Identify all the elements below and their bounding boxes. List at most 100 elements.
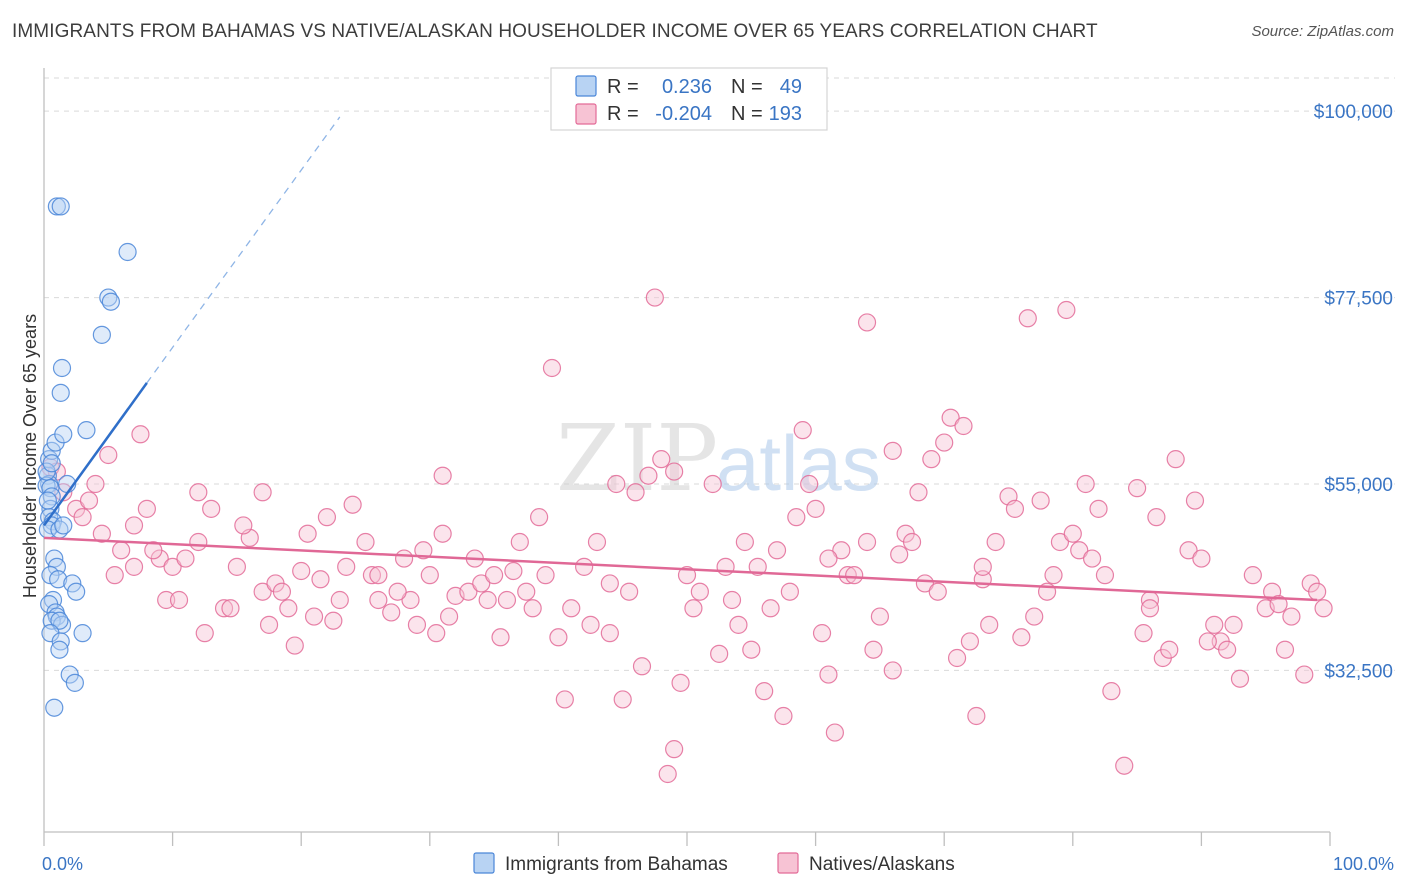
- bahamas-point-37: [51, 383, 70, 402]
- natives-point-186: [169, 590, 189, 610]
- natives-point-175: [973, 557, 992, 576]
- natives-point-55: [517, 582, 536, 601]
- bottom-legend-label-bahamas: Immigrants from Bahamas: [505, 854, 728, 875]
- y-tick-label-0: $100,000: [1314, 102, 1393, 123]
- natives-point-110: [960, 632, 980, 651]
- natives-point-73: [665, 740, 684, 759]
- natives-point-31: [304, 607, 324, 626]
- natives-point-99: [870, 607, 890, 626]
- natives-point-59: [549, 628, 568, 647]
- natives-point-7: [92, 524, 111, 543]
- natives-point-176: [1031, 491, 1050, 510]
- natives-point-100: [883, 661, 902, 680]
- natives-point-71: [652, 450, 671, 469]
- natives-point-24: [253, 582, 272, 601]
- correlation-legend: R = 0.236 N = 49 R = -0.204 N = 193: [550, 67, 828, 131]
- bahamas-point-41: [118, 242, 137, 262]
- natives-point-173: [722, 590, 742, 610]
- bahamas-point-44: [101, 292, 120, 311]
- natives-point-142: [1230, 669, 1250, 688]
- y-tick-label-2: $55,000: [1324, 475, 1393, 496]
- natives-point-190: [433, 466, 452, 485]
- natives-point-42: [401, 590, 420, 610]
- bahamas-point-26: [73, 624, 92, 643]
- natives-point-25: [259, 615, 279, 634]
- natives-point-29: [285, 636, 304, 655]
- bahamas-point-35: [54, 425, 73, 444]
- natives-point-6: [86, 474, 105, 494]
- trend-lines: [42, 116, 1318, 602]
- bahamas-point-15: [49, 570, 68, 589]
- natives-point-116: [1005, 499, 1025, 518]
- natives-point-169: [414, 541, 433, 560]
- natives-point-136: [1179, 541, 1198, 560]
- natives-point-47: [439, 607, 459, 626]
- natives-point-108: [941, 408, 960, 427]
- natives-point-91: [812, 624, 832, 643]
- natives-point-118: [1025, 607, 1044, 626]
- bahamas-point-36: [77, 421, 96, 440]
- natives-point-164: [542, 358, 562, 378]
- bahamas-point-24: [50, 611, 69, 630]
- natives-point-155: [665, 462, 684, 481]
- natives-point-120: [1044, 566, 1063, 585]
- trend-line-bahamas: [42, 382, 148, 527]
- natives-point-107: [935, 433, 954, 452]
- trend-extension-bahamas: [146, 116, 341, 384]
- natives-point-132: [1147, 508, 1166, 527]
- bahamas-point-30: [65, 673, 84, 692]
- natives-point-81: [735, 532, 754, 552]
- natives-point-37: [356, 532, 375, 552]
- natives-point-161: [1018, 309, 1037, 328]
- bottom-legend-swatch-pink: [777, 852, 799, 874]
- natives-point-21: [221, 599, 240, 618]
- natives-point-139: [1205, 615, 1224, 634]
- bahamas-point-43: [51, 197, 70, 216]
- natives-point-121: [1050, 532, 1070, 552]
- bahamas-point-42: [47, 197, 66, 216]
- watermark: ZIP atlas: [556, 405, 881, 512]
- natives-point-106: [928, 582, 947, 601]
- natives-point-146: [1269, 595, 1288, 614]
- natives-point-150: [1308, 582, 1327, 601]
- legend-n-label-2: N =: [731, 103, 763, 125]
- bahamas-point-31: [45, 698, 64, 717]
- natives-point-163: [645, 288, 664, 307]
- natives-point-162: [1057, 300, 1076, 320]
- legend-r-label-1: R =: [607, 76, 639, 98]
- natives-point-156: [748, 557, 767, 576]
- bahamas-points: [37, 197, 137, 717]
- natives-point-179: [1198, 632, 1217, 651]
- natives-point-166: [234, 516, 253, 535]
- legend-swatch-blue: [575, 75, 597, 97]
- natives-point-137: [1185, 491, 1205, 510]
- legend-n-value-1: 49: [780, 76, 802, 98]
- series-legend: Immigrants from Bahamas Natives/Alaskans: [473, 852, 955, 875]
- natives-point-105: [922, 450, 941, 469]
- natives-point-60: [555, 690, 574, 709]
- natives-point-16: [176, 549, 195, 568]
- natives-point-20: [214, 599, 234, 618]
- natives-point-154: [504, 561, 523, 581]
- natives-point-128: [1115, 756, 1134, 775]
- natives-point-18: [195, 624, 214, 643]
- natives-point-125: [1089, 499, 1108, 518]
- natives-point-28: [279, 599, 298, 618]
- natives-point-54: [510, 532, 529, 552]
- natives-point-172: [684, 599, 703, 618]
- natives-point-104: [915, 574, 935, 593]
- natives-point-88: [793, 421, 812, 440]
- natives-point-8: [99, 445, 118, 465]
- natives-point-101: [890, 545, 909, 564]
- natives-point-56: [523, 599, 542, 618]
- natives-point-170: [478, 590, 497, 610]
- natives-point-75: [677, 566, 697, 585]
- natives-point-123: [1070, 541, 1089, 560]
- natives-point-90: [806, 499, 825, 518]
- bahamas-point-38: [52, 358, 72, 378]
- natives-point-17: [189, 532, 208, 552]
- natives-point-44: [420, 566, 439, 585]
- natives-point-9: [112, 541, 131, 560]
- natives-point-35: [330, 590, 349, 610]
